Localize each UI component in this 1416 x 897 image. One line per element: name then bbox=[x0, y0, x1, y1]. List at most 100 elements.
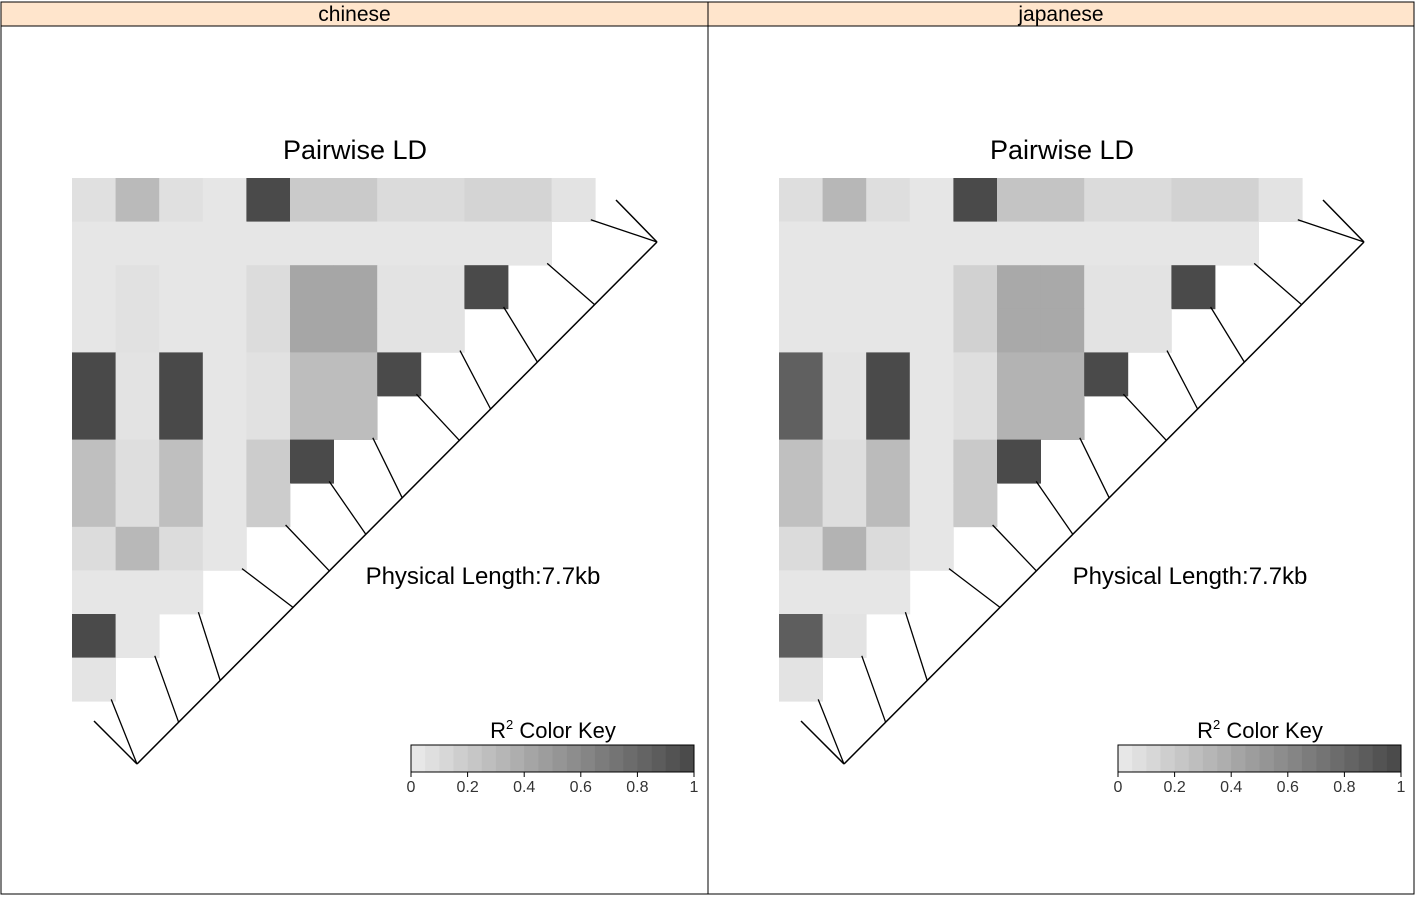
ld-cell bbox=[866, 483, 911, 528]
ld-cell bbox=[822, 178, 867, 222]
physical-map-end-top bbox=[1322, 199, 1365, 243]
ld-cell bbox=[333, 396, 378, 440]
color-key-tick-label: 0.4 bbox=[1220, 779, 1242, 796]
color-key-segment bbox=[425, 745, 440, 772]
color-key-segment bbox=[1301, 745, 1317, 772]
ld-cell bbox=[1258, 178, 1303, 222]
marker-tick bbox=[197, 612, 221, 681]
color-key-segment bbox=[566, 745, 582, 772]
ld-cell bbox=[464, 265, 509, 310]
ld-cell bbox=[246, 439, 291, 484]
ld-cell bbox=[115, 221, 160, 266]
ld-cell bbox=[290, 439, 334, 484]
ld-cell bbox=[159, 439, 204, 484]
ld-cell bbox=[72, 483, 116, 528]
ld-cell bbox=[779, 396, 823, 440]
marker-tick bbox=[110, 699, 138, 765]
color-key-title: R2 Color Key bbox=[490, 717, 616, 743]
panel-strip-label: japanese bbox=[1017, 3, 1103, 26]
ld-cell bbox=[333, 352, 378, 397]
ld-cell bbox=[997, 265, 1041, 310]
color-key-title: R2 Color Key bbox=[1197, 717, 1323, 743]
ld-cell bbox=[953, 483, 998, 528]
ld-cell bbox=[508, 221, 552, 266]
marker-tick bbox=[1297, 219, 1365, 243]
ld-cell bbox=[159, 483, 204, 528]
ld-cell bbox=[1215, 178, 1259, 222]
ld-cell bbox=[953, 221, 998, 266]
ld-cell bbox=[909, 352, 954, 397]
ld-cell bbox=[1040, 308, 1085, 353]
ld-cell bbox=[866, 439, 911, 484]
ld-cell bbox=[822, 439, 867, 484]
ld-cell bbox=[159, 396, 204, 440]
marker-tick bbox=[503, 306, 538, 363]
color-key-segment bbox=[1146, 745, 1161, 772]
ld-cell bbox=[1127, 265, 1172, 310]
ld-cell bbox=[909, 178, 954, 222]
ld-cell bbox=[115, 308, 160, 353]
ld-cell bbox=[909, 483, 954, 528]
ld-cell bbox=[246, 265, 291, 310]
color-key-segment bbox=[1316, 745, 1331, 772]
ld-cell bbox=[953, 178, 998, 222]
ld-cell bbox=[202, 308, 247, 353]
ld-cell bbox=[779, 352, 823, 397]
color-key-segment bbox=[1160, 745, 1175, 772]
ld-cell bbox=[909, 439, 954, 484]
color-key-segment bbox=[1273, 745, 1289, 772]
ld-cell bbox=[159, 265, 204, 310]
ld-cell bbox=[779, 439, 823, 484]
color-key-segment bbox=[467, 745, 483, 772]
ld-cell bbox=[1127, 221, 1172, 266]
color-key-segment bbox=[1174, 745, 1190, 772]
color-key-segment bbox=[481, 745, 497, 772]
ld-cell bbox=[953, 352, 998, 397]
marker-tick bbox=[861, 655, 887, 723]
ld-cell bbox=[909, 526, 954, 571]
panel-1: chinese Pairwise LD Physical Length:7.7kb R… bbox=[0, 1, 709, 895]
ld-cell bbox=[866, 178, 911, 222]
ld-cell bbox=[779, 308, 823, 353]
color-key-tick-label: 0.8 bbox=[626, 779, 648, 796]
ld-cell bbox=[72, 265, 116, 310]
ld-cell bbox=[866, 526, 911, 571]
color-key-segment bbox=[1202, 745, 1218, 772]
color-key-segment bbox=[1386, 745, 1402, 772]
ld-cell bbox=[159, 178, 204, 222]
ld-cell bbox=[866, 221, 911, 266]
ld-cell bbox=[909, 265, 954, 310]
marker-tick bbox=[904, 612, 928, 681]
ld-cell bbox=[246, 221, 291, 266]
ld-cell bbox=[1084, 352, 1129, 397]
marker-tick bbox=[992, 524, 1037, 572]
color-key-tick-label: 0 bbox=[1114, 779, 1123, 796]
ld-cell bbox=[779, 657, 823, 702]
color-key-segment bbox=[1231, 745, 1246, 772]
ld-cell bbox=[202, 265, 247, 310]
marker-tick bbox=[372, 437, 403, 499]
ld-cell bbox=[377, 265, 422, 310]
ld-cell bbox=[246, 178, 291, 222]
ld-cell bbox=[290, 221, 334, 266]
color-key-segment bbox=[679, 745, 695, 772]
ld-cell bbox=[1040, 221, 1085, 266]
ld-cell bbox=[779, 483, 823, 528]
ld-cell bbox=[997, 439, 1041, 484]
color-key-tick-label: 0 bbox=[407, 779, 416, 796]
ld-cell bbox=[1171, 221, 1216, 266]
ld-cell bbox=[1127, 178, 1172, 222]
color-key-segment bbox=[623, 745, 638, 772]
ld-cell bbox=[202, 483, 247, 528]
ld-cell bbox=[822, 570, 867, 615]
ld-cell bbox=[551, 178, 596, 222]
ld-cell bbox=[822, 352, 867, 397]
ld-cell bbox=[202, 221, 247, 266]
ld-cell bbox=[822, 265, 867, 310]
ld-cell bbox=[822, 308, 867, 353]
ld-cell bbox=[202, 178, 247, 222]
ld-cell bbox=[202, 396, 247, 440]
color-key-segment bbox=[1372, 745, 1388, 772]
panel-frame bbox=[707, 25, 1415, 895]
ld-cell bbox=[72, 526, 116, 571]
